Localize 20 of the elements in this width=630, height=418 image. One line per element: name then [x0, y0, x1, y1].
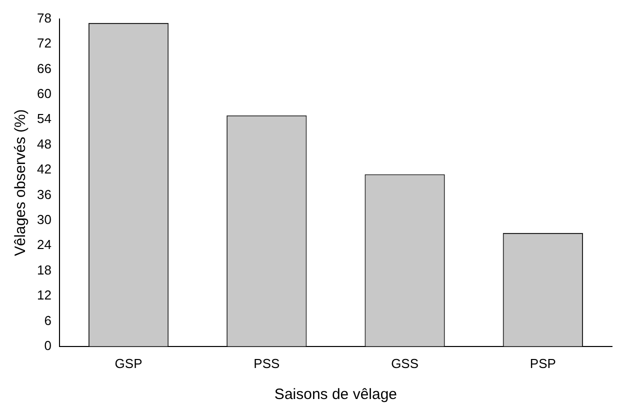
y-axis-title: Vêlages observés (%): [12, 109, 30, 256]
y-tick-label: 36: [36, 186, 52, 202]
y-tick-label: 30: [36, 212, 52, 227]
y-tick-label: 18: [36, 262, 52, 278]
y-tick-label: 42: [36, 162, 52, 177]
y-tick-label: 0: [44, 338, 52, 353]
y-tick-label: 72: [36, 36, 52, 51]
x-tick-label: PSP: [530, 356, 556, 371]
y-tick-label: 6: [44, 312, 52, 328]
x-tick-label: GSP: [114, 356, 142, 371]
y-tick-label: 54: [36, 111, 52, 126]
y-tick-label: 66: [36, 60, 52, 76]
y-tick-label: 78: [36, 10, 52, 26]
y-tick-label: 12: [36, 288, 52, 303]
x-tick-label: GSS: [391, 356, 419, 371]
y-tick-label: 24: [36, 237, 52, 252]
x-tick-label: PSS: [254, 356, 280, 371]
x-axis-title: Saisons de vêlage: [274, 386, 398, 404]
y-tick-label: 48: [36, 136, 52, 152]
y-tick-label: 60: [36, 86, 52, 101]
